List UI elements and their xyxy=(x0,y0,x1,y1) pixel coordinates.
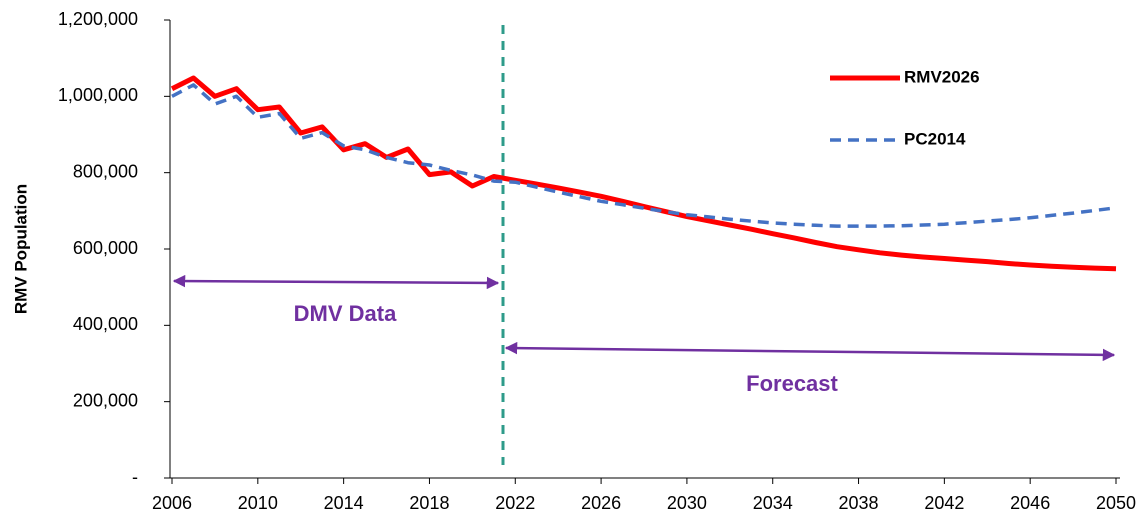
y-tick-label: 1,200,000 xyxy=(58,9,138,29)
y-tick-label: 1,000,000 xyxy=(58,85,138,105)
forecast-arrow xyxy=(504,341,1116,362)
x-tick-label: 2026 xyxy=(581,493,621,513)
y-axis-label: RMV Population xyxy=(11,184,30,314)
y-tick-label: 400,000 xyxy=(73,314,138,334)
y-tick-label: 200,000 xyxy=(73,390,138,410)
x-tick-label: 2006 xyxy=(152,493,192,513)
y-tick-label: 800,000 xyxy=(73,161,138,181)
dmv-arrow xyxy=(172,274,500,290)
x-tick-label: 2010 xyxy=(238,493,278,513)
x-tick-label: 2022 xyxy=(495,493,535,513)
x-tick-label: 2038 xyxy=(839,493,879,513)
annotation: Forecast xyxy=(746,371,838,396)
legend-label: RMV2026 xyxy=(904,67,980,86)
legend-label: PC2014 xyxy=(904,129,966,148)
series-line xyxy=(170,75,1117,272)
x-tick-label: 2014 xyxy=(324,493,364,513)
x-tick-label: 2046 xyxy=(1010,493,1050,513)
x-tick-label: 2034 xyxy=(753,493,793,513)
x-tick-label: 2018 xyxy=(409,493,449,513)
x-tick-label: 2042 xyxy=(924,493,964,513)
series-line xyxy=(171,83,1117,228)
y-tick-label: - xyxy=(132,467,138,487)
x-tick-label: 2050 xyxy=(1096,493,1136,513)
annotation: DMV Data xyxy=(294,301,397,326)
x-tick-label: 2030 xyxy=(667,493,707,513)
y-tick-label: 600,000 xyxy=(73,238,138,258)
